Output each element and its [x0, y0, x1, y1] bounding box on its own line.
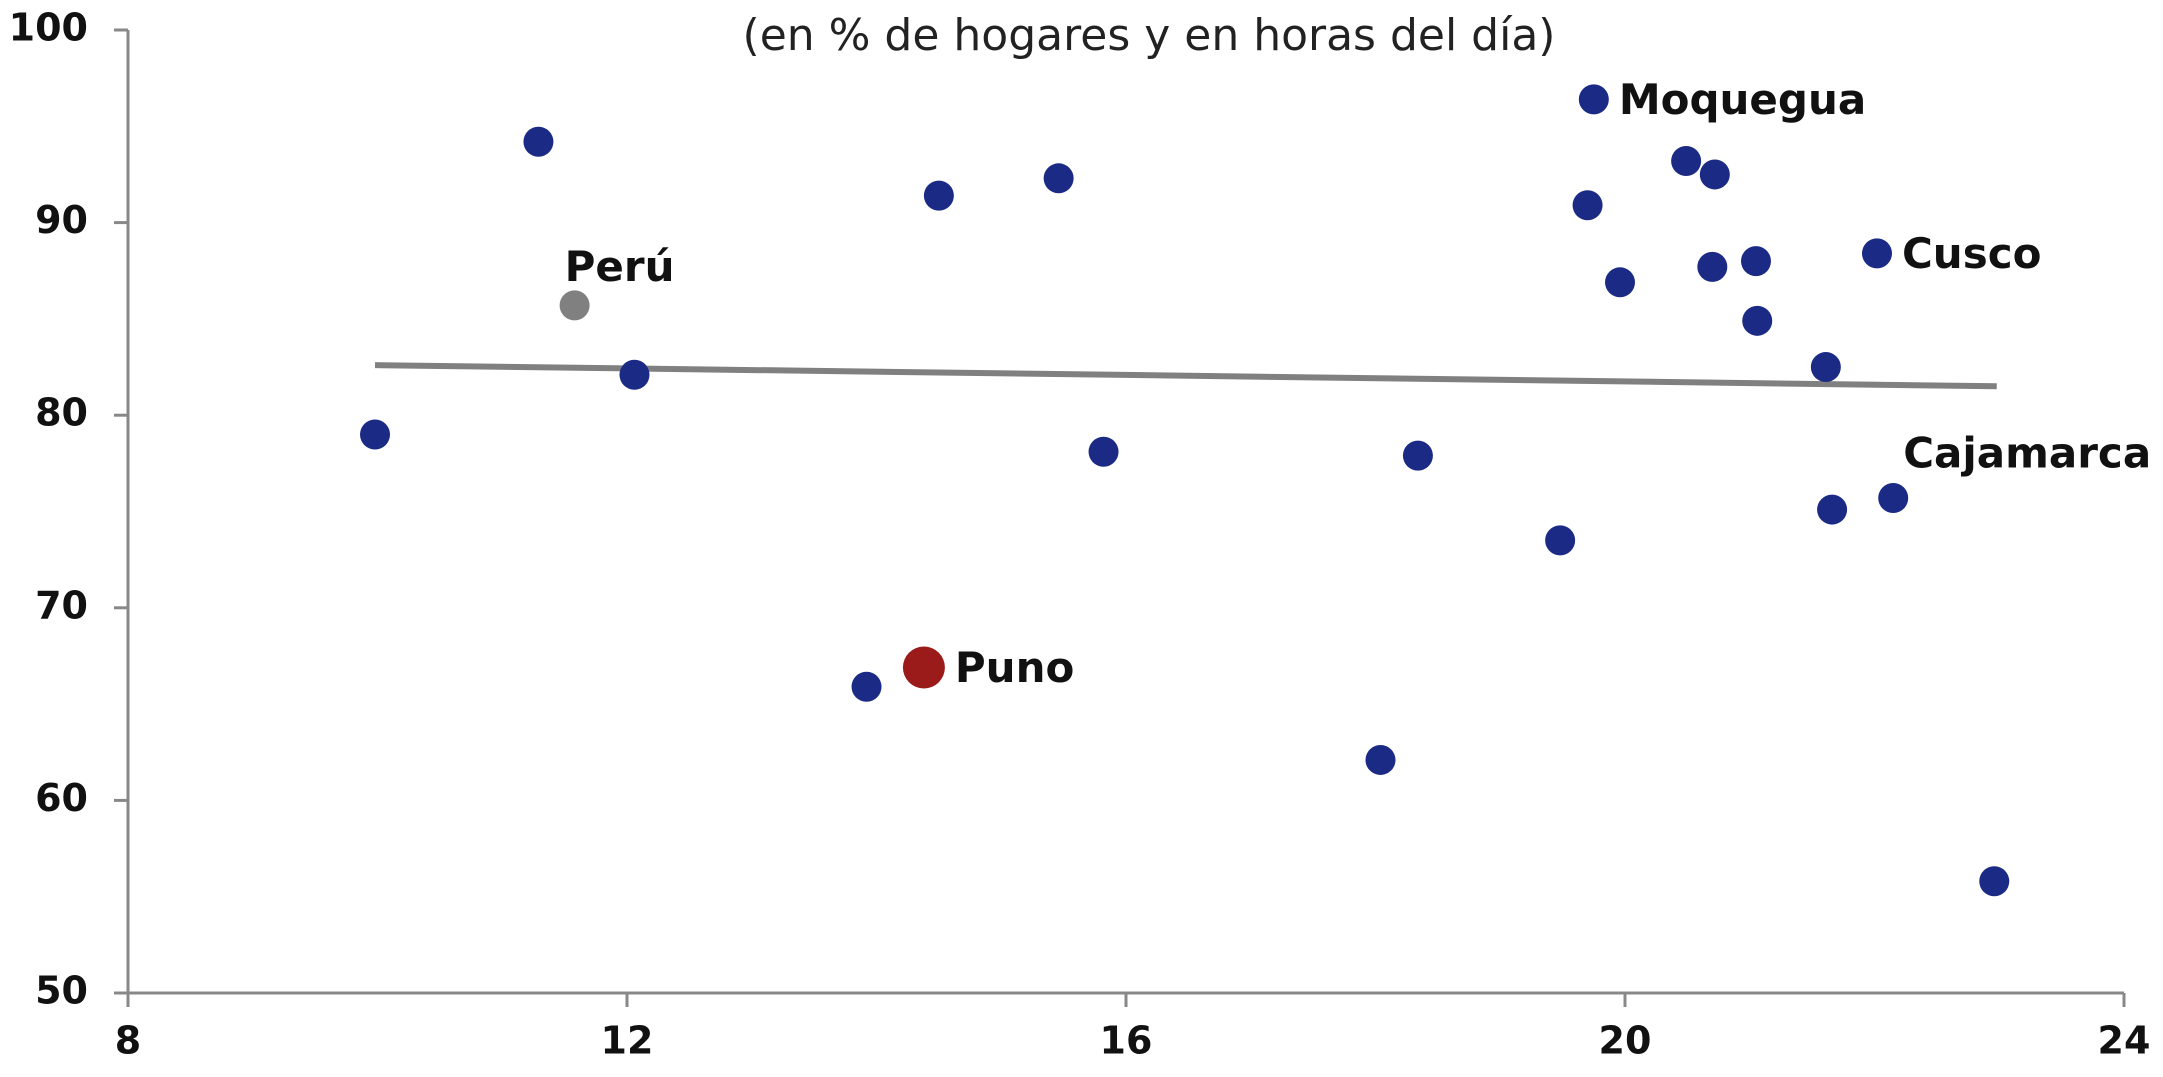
data-point	[1742, 305, 1773, 336]
data-point	[1810, 352, 1841, 383]
data-point	[559, 290, 590, 321]
y-tick-label: 80	[35, 391, 88, 435]
trend-line	[374, 362, 1997, 390]
y-tick-label: 70	[35, 583, 88, 627]
data-point	[619, 359, 650, 390]
point-label: Cajamarca	[1903, 429, 2151, 478]
data-point	[1878, 483, 1909, 514]
point-label: Moquegua	[1619, 75, 1866, 124]
data-point	[523, 126, 554, 157]
data-point	[360, 419, 391, 450]
data-point	[1697, 251, 1728, 282]
data-point	[1365, 744, 1396, 775]
data-point	[851, 671, 882, 702]
data-point	[1088, 436, 1119, 467]
x-tick-label: 16	[1100, 1019, 1153, 1063]
x-tick-label: 20	[1599, 1019, 1652, 1063]
data-point	[1605, 267, 1636, 298]
data-point	[1861, 238, 1892, 269]
point-label: Cusco	[1902, 229, 2041, 278]
data-point	[1817, 494, 1848, 525]
point-label: Puno	[955, 643, 1074, 692]
point-label: Perú	[565, 242, 675, 291]
data-point	[1545, 525, 1576, 556]
chart-subtitle: (en % de hogares y en horas del día)	[743, 10, 1556, 61]
y-tick-label: 60	[35, 776, 88, 820]
data-point	[1979, 866, 2010, 897]
data-point	[1043, 163, 1074, 194]
data-point	[1402, 440, 1433, 471]
x-tick-label: 8	[115, 1019, 141, 1063]
data-point	[1572, 190, 1603, 221]
data-point	[923, 180, 954, 211]
x-tick-label: 12	[601, 1019, 654, 1063]
y-tick-label: 100	[9, 6, 88, 50]
data-point	[1740, 246, 1771, 277]
y-tick-label: 90	[35, 198, 88, 242]
data-point	[902, 646, 945, 689]
data-point	[1671, 145, 1702, 176]
data-point	[1699, 159, 1730, 190]
x-tick-label: 24	[2098, 1019, 2151, 1063]
y-tick-label: 50	[35, 969, 88, 1013]
data-point	[1578, 84, 1609, 115]
